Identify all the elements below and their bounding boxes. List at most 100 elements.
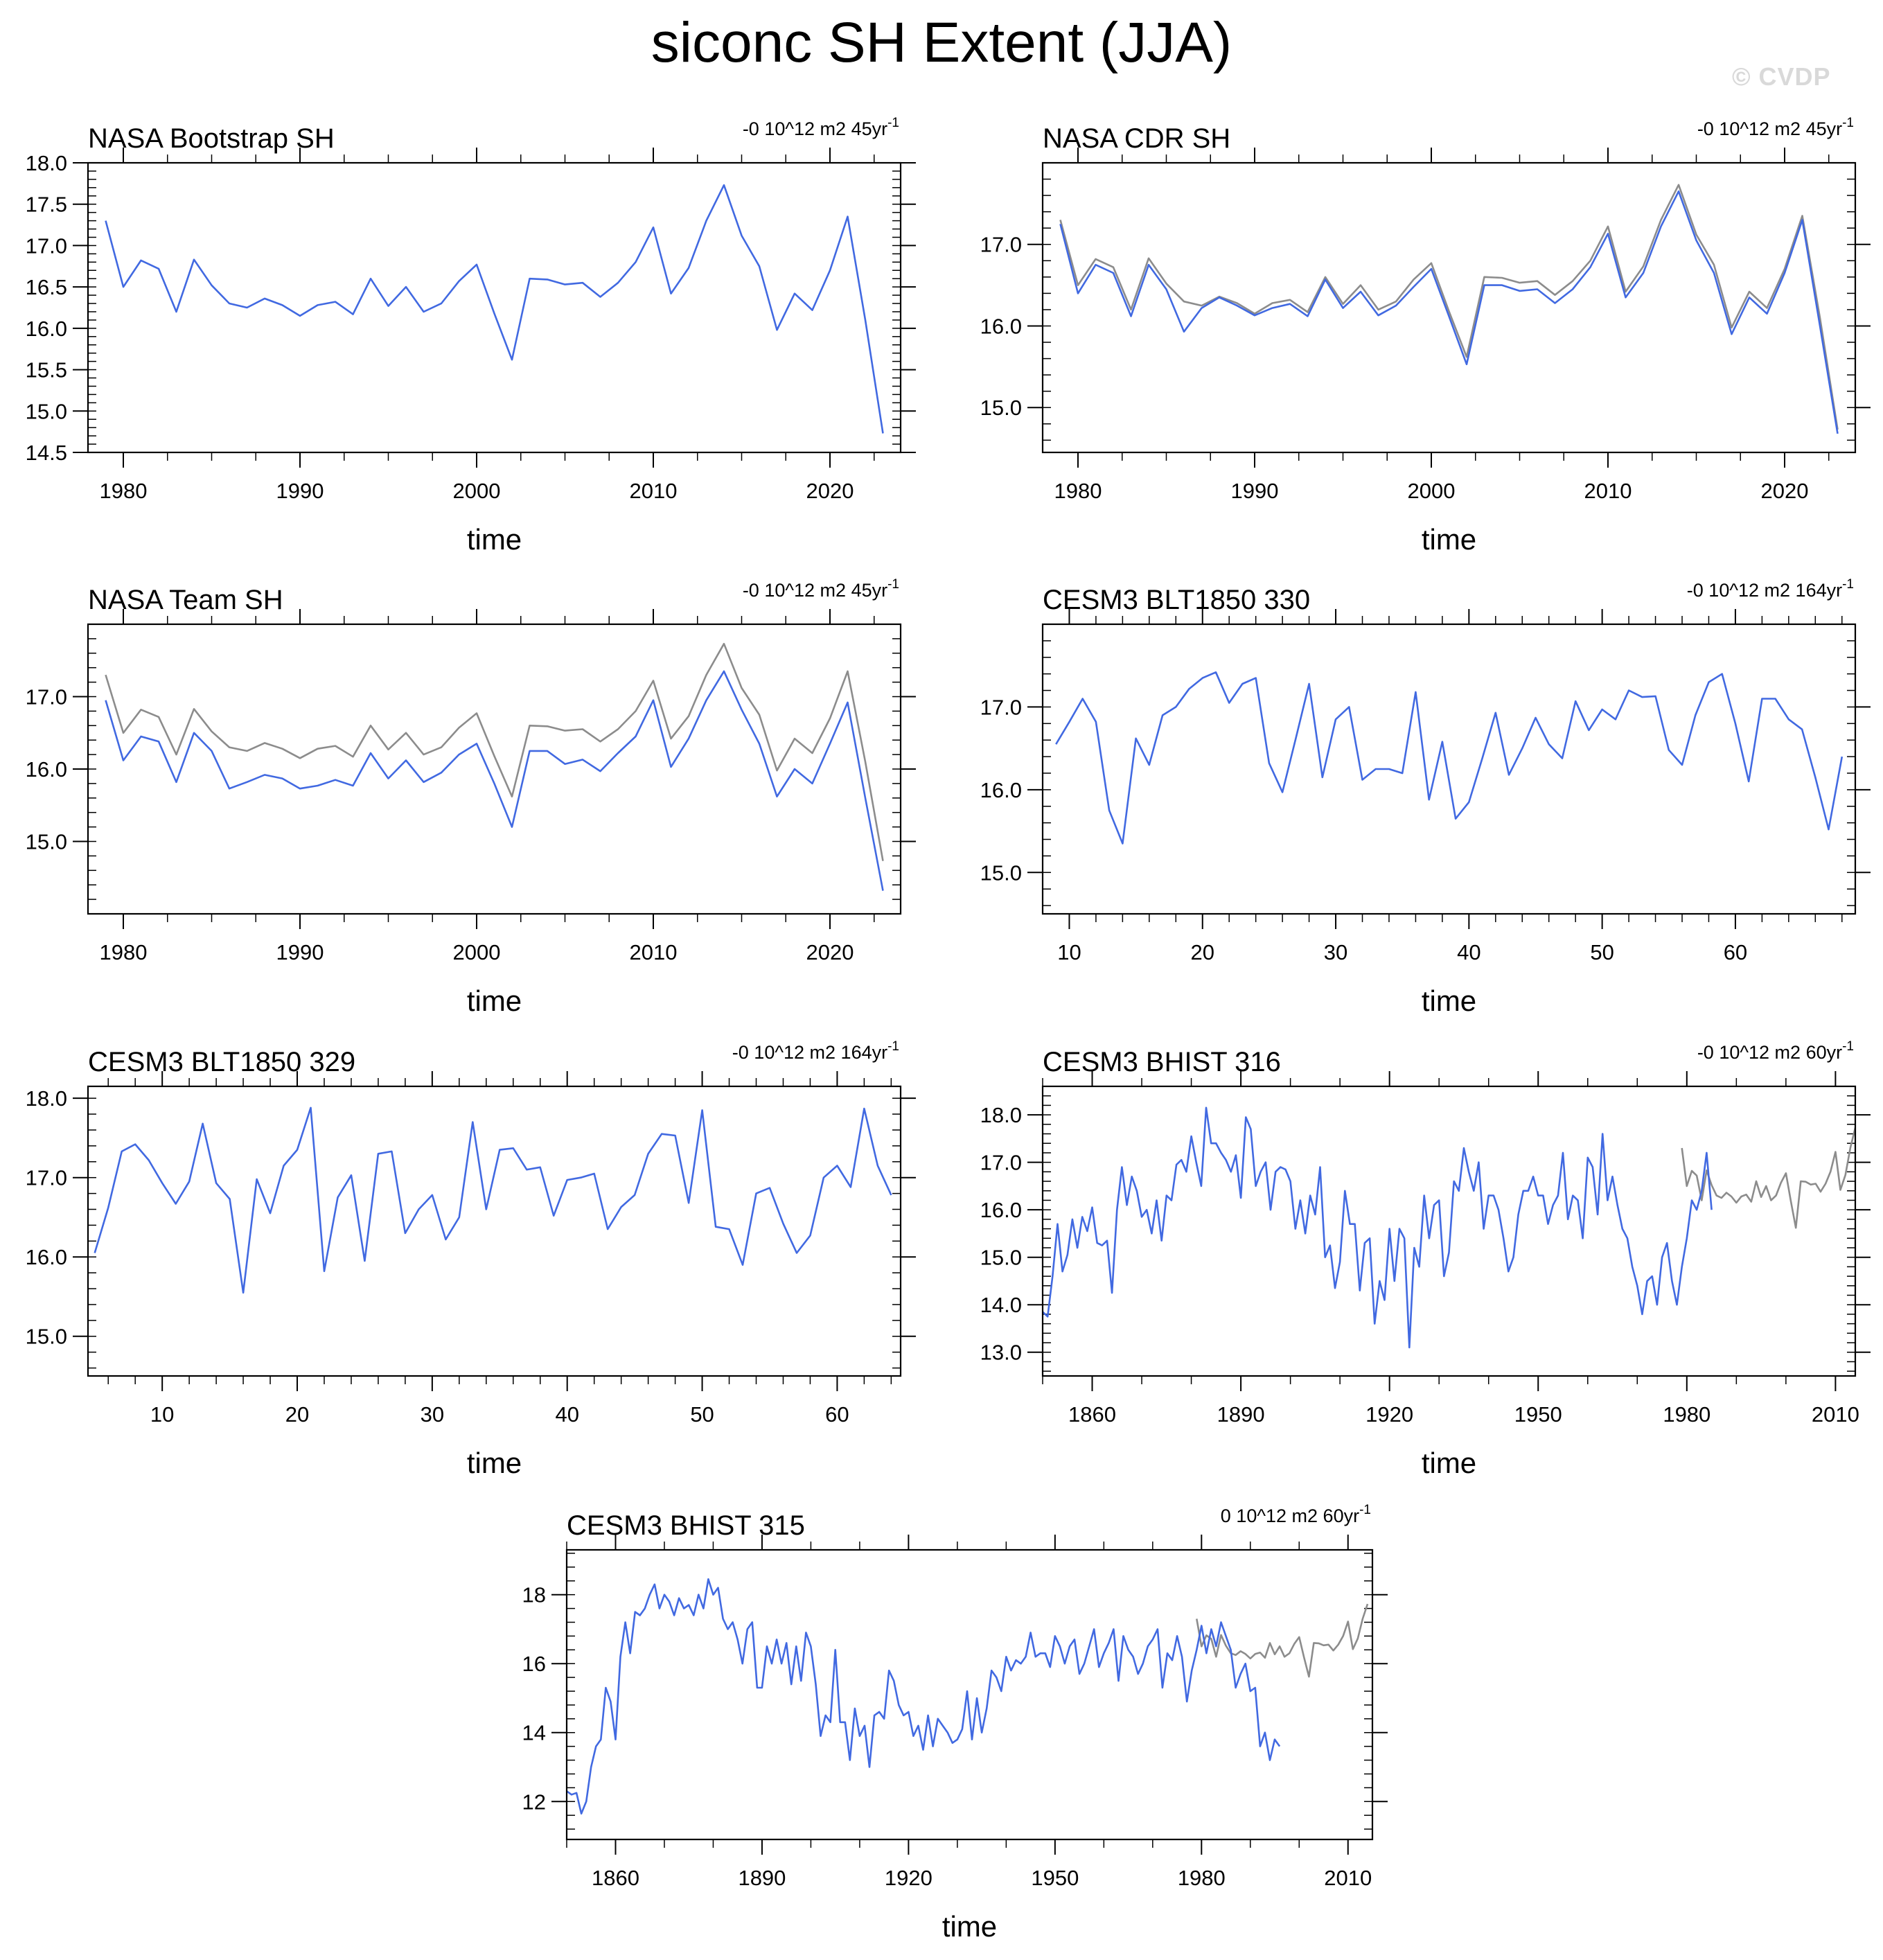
y-tick-label: 16.0: [980, 314, 1022, 338]
y-tick-label: 15.0: [26, 399, 67, 423]
x-tick-label: 1950: [1031, 1866, 1079, 1890]
x-tick-label: 2000: [1408, 479, 1456, 503]
model-series-line: [1043, 1106, 1713, 1349]
y-tick-label: 17.0: [26, 233, 67, 258]
x-tick-label: 1920: [1365, 1402, 1413, 1427]
trend-label: -0 10^12 m2 164yr-1: [1687, 577, 1854, 601]
chart-title: NASA Team SH: [88, 585, 283, 615]
chart-title: CESM3 BLT1850 330: [1043, 585, 1310, 615]
trend-label: -0 10^12 m2 60yr-1: [1697, 1039, 1854, 1063]
figure-title: siconc SH Extent (JJA): [651, 11, 1232, 74]
x-axis-label: time: [467, 523, 522, 556]
x-axis-label: time: [467, 1447, 522, 1479]
y-tick-label: 17.0: [980, 1151, 1022, 1175]
trend-exponent: -1: [887, 577, 899, 592]
x-tick-label: 2000: [453, 940, 501, 964]
x-axis-label: time: [467, 985, 522, 1017]
model-series-line: [1059, 190, 1839, 434]
chart-title: CESM3 BLT1850 329: [88, 1047, 355, 1077]
y-tick-label: 17.0: [26, 1166, 67, 1190]
trend-exponent: -1: [887, 116, 899, 130]
y-tick-label: 18.0: [26, 151, 67, 175]
chart-panel-p2: NASA CDR SH -0 10^12 m2 45yr-1 15.0 16.0 17.…: [980, 116, 1871, 556]
y-tick-label: 16: [522, 1652, 546, 1676]
plot-frame: [87, 1085, 902, 1377]
trend-label: -0 10^12 m2 164yr-1: [732, 1039, 899, 1063]
trend-text: -0 10^12 m2 45yr: [743, 118, 887, 139]
obs-series-line: [1059, 184, 1839, 430]
x-tick-label: 20: [1191, 940, 1214, 964]
plot-frame: [1041, 161, 1857, 454]
chart-title: NASA CDR SH: [1043, 123, 1230, 154]
x-tick-label: 2020: [806, 940, 854, 964]
x-tick-label: 60: [1724, 940, 1747, 964]
trend-text: -0 10^12 m2 45yr: [1697, 118, 1842, 139]
y-tick-label: 18: [522, 1583, 546, 1607]
x-tick-label: 1990: [276, 940, 324, 964]
x-tick-label: 1890: [1217, 1402, 1265, 1427]
obs-series-line: [1681, 1127, 1855, 1229]
model-series-line: [105, 184, 884, 434]
chart-panel-p5: CESM3 BLT1850 329 -0 10^12 m2 164yr-1 15.0…: [26, 1039, 916, 1479]
y-tick-label: 17.5: [26, 193, 67, 217]
x-tick-label: 10: [150, 1402, 174, 1427]
model-series-line: [1055, 671, 1844, 845]
x-tick-label: 10: [1057, 940, 1081, 964]
trend-exponent: -1: [1842, 1039, 1854, 1054]
y-tick-label: 15.0: [980, 1246, 1022, 1270]
plot-frame: [87, 161, 902, 454]
y-tick-label: 14.0: [980, 1293, 1022, 1317]
x-tick-label: 40: [1457, 940, 1480, 964]
x-tick-label: 2010: [1584, 479, 1632, 503]
x-tick-label: 50: [1590, 940, 1614, 964]
trend-label: -0 10^12 m2 45yr-1: [743, 577, 899, 601]
trend-exponent: -1: [1842, 577, 1854, 592]
y-tick-label: 16.0: [26, 1245, 67, 1269]
chart-panel-p4: CESM3 BLT1850 330 -0 10^12 m2 164yr-1 15.0…: [980, 577, 1871, 1017]
x-tick-label: 2010: [630, 479, 678, 503]
trend-text: 0 10^12 m2 60yr: [1221, 1506, 1359, 1526]
model-series-line: [94, 1106, 892, 1294]
plot-frame: [565, 1548, 1374, 1841]
x-tick-label: 30: [421, 1402, 444, 1427]
model-series-line: [105, 670, 884, 891]
trend-exponent: -1: [887, 1039, 899, 1054]
y-tick-label: 16.0: [26, 757, 67, 782]
trend-text: -0 10^12 m2 45yr: [743, 580, 887, 601]
y-tick-label: 15.0: [26, 1325, 67, 1349]
y-tick-label: 17.0: [980, 233, 1022, 257]
y-tick-label: 17.0: [980, 695, 1022, 719]
x-axis-label: time: [1422, 1447, 1476, 1479]
x-tick-label: 2000: [453, 479, 501, 503]
x-tick-label: 20: [285, 1402, 309, 1427]
chart-panel-p1: NASA Bootstrap SH -0 10^12 m2 45yr-1 14.5 1…: [26, 116, 916, 556]
x-tick-label: 1860: [1068, 1402, 1116, 1427]
x-tick-label: 1950: [1514, 1402, 1562, 1427]
x-tick-label: 2020: [1761, 479, 1809, 503]
y-tick-label: 15.0: [26, 830, 67, 854]
trend-text: -0 10^12 m2 164yr: [1687, 580, 1842, 601]
x-tick-label: 1990: [1231, 479, 1279, 503]
x-tick-label: 1980: [1054, 479, 1102, 503]
chart-panel-p3: NASA Team SH -0 10^12 m2 45yr-1 15.0 16.0 17…: [26, 577, 916, 1017]
x-tick-label: 40: [555, 1402, 578, 1427]
trend-label: -0 10^12 m2 45yr-1: [743, 116, 899, 139]
y-tick-label: 15.5: [26, 358, 67, 382]
y-tick-label: 16.0: [26, 317, 67, 341]
x-axis-label: time: [1422, 523, 1476, 556]
plot-frame: [1041, 1085, 1857, 1377]
x-tick-label: 30: [1324, 940, 1347, 964]
x-tick-label: 1990: [276, 479, 324, 503]
y-tick-label: 12: [522, 1790, 546, 1814]
y-tick-label: 15.0: [980, 860, 1022, 885]
trend-text: -0 10^12 m2 164yr: [732, 1042, 887, 1063]
x-tick-label: 1980: [100, 479, 148, 503]
x-tick-label: 2010: [1324, 1866, 1372, 1890]
y-tick-label: 18.0: [26, 1086, 67, 1111]
x-tick-label: 1980: [1663, 1402, 1710, 1427]
chart-panel-p6: CESM3 BHIST 316 -0 10^12 m2 60yr-1 13.0 14.…: [980, 1039, 1871, 1479]
chart-title: NASA Bootstrap SH: [88, 123, 335, 154]
obs-series-line: [105, 642, 884, 861]
x-tick-label: 1920: [885, 1866, 932, 1890]
chart-title: CESM3 BHIST 315: [567, 1510, 805, 1541]
